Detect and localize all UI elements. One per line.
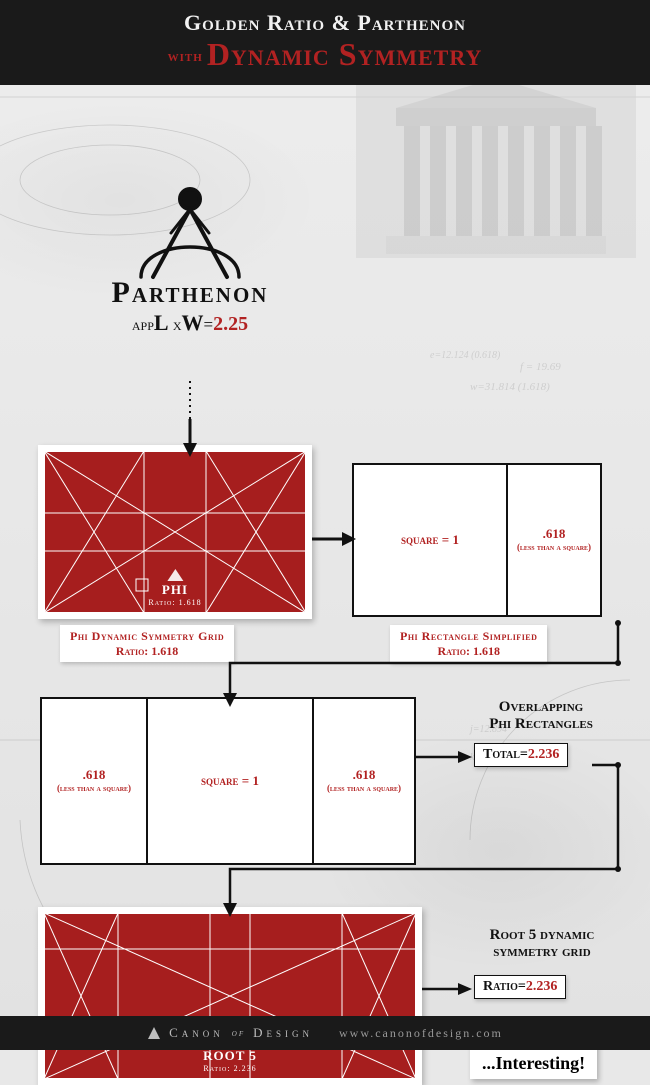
total-val: 2.236 (528, 747, 560, 762)
phi-simplified-square-label: square = 1 (401, 532, 459, 548)
parthenon-ratio-line: appL xW=2.25 (80, 310, 300, 336)
phi-simplified-rem-val: .618 (543, 527, 566, 542)
phi-grid-ratio: Ratio: 1.618 (148, 598, 201, 607)
overlap-left-sub: (less than a square) (57, 783, 131, 793)
phi-grid-caption-1: Phi Dynamic Symmetry Grid (70, 629, 224, 644)
header-title-line1: Golden Ratio & Parthenon (0, 10, 650, 36)
root5-ratio-key: Ratio= (483, 979, 526, 994)
header-bar: Golden Ratio & Parthenon withDynamic Sym… (0, 0, 650, 85)
ratio-x: x (169, 315, 182, 334)
phi-grid-caption-2: Ratio: 1.618 (70, 644, 224, 659)
parthenon-word: Parthenon (80, 276, 300, 310)
arrow-root5-to-ratio (422, 981, 472, 997)
ratio-W: W (182, 310, 204, 335)
svg-text:w=31.814 (1.618): w=31.814 (1.618) (470, 381, 550, 393)
phi-grid-rect: PHI Ratio: 1.618 (44, 451, 306, 613)
brand-b: Design (253, 1025, 313, 1041)
parthenon-photo (356, 68, 636, 258)
root5-ratio-val: 2.236 (526, 979, 558, 994)
svg-text:f = 19.69: f = 19.69 (520, 361, 561, 373)
header-title-line2: Dynamic Symmetry (207, 36, 483, 72)
arrow-overlap-to-total (416, 749, 472, 765)
footer-bar: Canon of Design www.canonofdesign.com (0, 1016, 650, 1050)
footer-brand: Canon of Design (147, 1025, 313, 1041)
overlap-annot-2: Phi Rectangles (456, 716, 626, 733)
header-title-line2-wrap: withDynamic Symmetry (0, 36, 650, 73)
arrow-total-to-root5 (220, 765, 630, 919)
total-tag: Total=2.236 (474, 743, 568, 767)
interesting-b: ...Interesting! (482, 1054, 585, 1073)
brand-of: of (232, 1028, 245, 1039)
phi-grid-caption: Phi Dynamic Symmetry Grid Ratio: 1.618 (60, 625, 234, 662)
brand-triangle-icon (147, 1026, 161, 1040)
ratio-eq: = (204, 315, 214, 334)
header-with: with (168, 48, 203, 65)
arrow-phigrid-to-simplified (312, 529, 356, 549)
phi-grid-label: PHI Ratio: 1.618 (148, 569, 201, 607)
triangle-icon (167, 569, 183, 581)
svg-text:e=12.124 (0.618): e=12.124 (0.618) (430, 350, 501, 361)
arrow-logo-to-phigrid (180, 381, 200, 457)
overlap-left-val: .618 (83, 768, 106, 783)
phi-simplified-remainder: .618 (less than a square) (508, 465, 600, 615)
root5-name: ROOT 5 (203, 1048, 257, 1064)
phi-simplified-square: square = 1 (354, 465, 508, 615)
root5-annot: Root 5 dynamic symmetry grid (452, 927, 632, 962)
overlap-left: .618 (less than a square) (42, 699, 146, 863)
root5-annot-1: Root 5 dynamic (452, 927, 632, 944)
root5-annot-2: symmetry grid (452, 944, 632, 961)
compass-icon (125, 185, 255, 280)
arrow-simplified-to-overlap (210, 617, 630, 709)
brand-a: Canon (169, 1025, 224, 1041)
footer-url: www.canonofdesign.com (339, 1026, 503, 1041)
phi-simplified-rect: square = 1 .618 (less than a square) (352, 463, 602, 617)
phi-grid-panel: PHI Ratio: 1.618 (38, 445, 312, 619)
root5-rect: ROOT 5 Ratio: 2.236 (44, 913, 416, 1079)
root5-ratio-tag: Ratio=2.236 (474, 975, 566, 999)
phi-grid-name: PHI (148, 582, 201, 598)
total-key: Total= (483, 747, 528, 762)
ratio-app: app (132, 315, 154, 334)
ratio-value: 2.25 (213, 313, 248, 335)
parthenon-logo-block: Parthenon appL xW=2.25 (80, 185, 300, 336)
ratio-L: L (154, 310, 169, 335)
root5-panel: ROOT 5 Ratio: 2.236 (38, 907, 422, 1085)
root5-ratio: Ratio: 2.236 (203, 1064, 257, 1073)
phi-simplified-rem-sub: (less than a square) (517, 542, 591, 552)
